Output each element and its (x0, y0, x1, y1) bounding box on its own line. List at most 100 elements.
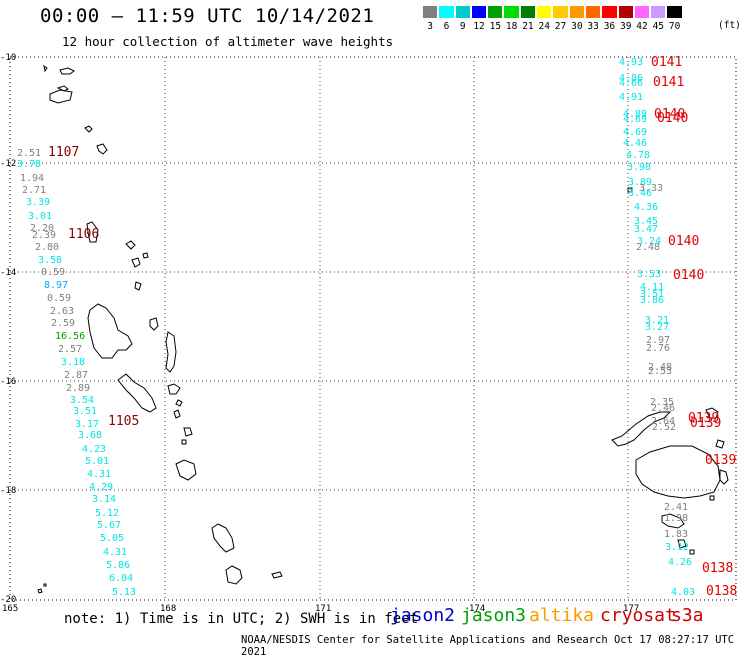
satellite-legend-item: altika (529, 605, 595, 626)
wave-height-label: 2.89 (66, 383, 90, 394)
wave-height-label: 8.97 (44, 280, 68, 291)
wave-height-label: 2.97 (646, 335, 670, 346)
coastline-island-6 (125, 240, 149, 291)
wave-height-label: 2.39 (32, 230, 56, 241)
legend-swatch (503, 5, 520, 19)
legend-swatch (454, 5, 471, 19)
legend-label: 70 (668, 21, 681, 32)
wave-height-label: 4.36 (634, 202, 658, 213)
coastlines (37, 64, 729, 594)
legend-unit: (ft) (718, 20, 740, 31)
wave-height-label: 3.33 (639, 183, 663, 194)
wave-height-label: 6.04 (109, 573, 133, 584)
wave-height-label: 4.29 (89, 482, 113, 493)
legend-swatch (470, 5, 488, 19)
legend-label: 12 (473, 21, 485, 32)
pass-time-label: 0139 (690, 416, 721, 431)
lat-tick-label: -20 (0, 595, 16, 605)
wave-height-label: 2.80 (35, 242, 59, 253)
lat-tick-label: -18 (0, 486, 16, 496)
wave-height-label: 0.59 (47, 293, 71, 304)
wave-height-label: 2.71 (22, 185, 46, 196)
wave-height-label: 4.31 (87, 469, 111, 480)
wave-height-label: 3.68 (78, 430, 102, 441)
footer-note: note: 1) Time is in UTC; 2) SWH is in fe… (64, 611, 419, 627)
pass-time-label: 1107 (48, 145, 79, 160)
pass-time-label: 0140 (668, 234, 699, 249)
lat-tick-label: -12 (0, 159, 16, 169)
legend-swatch (536, 5, 553, 19)
coastline-sw-islets (37, 583, 47, 594)
lat-tick-label: -16 (0, 377, 16, 387)
wave-height-label: 2.53 (648, 366, 672, 377)
satellite-legend-item: cryosat (600, 605, 676, 626)
wave-height-label: 4.91 (619, 92, 643, 103)
wave-height-label: 3.46 (628, 188, 652, 199)
coastline-island-1 (59, 67, 75, 75)
wave-height-label: 4.23 (82, 444, 106, 455)
legend-label: 15 (489, 21, 502, 32)
legend-label: 24 (538, 21, 550, 32)
wave-height-label: 3.58 (38, 255, 62, 266)
satellite-legend-item: jason3 (461, 605, 527, 626)
pass-time-label: 1106 (68, 227, 99, 242)
wave-height-label: 2.52 (652, 422, 676, 433)
wave-height-label: 3.21 (645, 315, 669, 326)
wave-height-label: 4.93 (619, 57, 643, 68)
lon-tick-label: 165 (2, 604, 18, 614)
wave-height-label: 3.45 (634, 216, 658, 227)
legend-swatch (487, 5, 504, 19)
legend-swatch (650, 5, 667, 19)
wave-height-label: 2.48 (636, 242, 660, 253)
coastline-aneityum (271, 571, 283, 579)
pass-time-label: 1105 (108, 414, 139, 429)
wave-height-label: 5.01 (85, 456, 109, 467)
wave-height-label: 3.53 (637, 269, 661, 280)
wave-height-label: 1.83 (664, 529, 688, 540)
wave-height-label: 3.24 (637, 236, 661, 247)
wave-height-label: 3.01 (28, 211, 52, 222)
legend-label: 27 (554, 21, 567, 32)
coastline-island-5 (86, 221, 99, 243)
coastline-tanna (225, 565, 243, 585)
satellite-legend-item: jason2 (390, 605, 456, 626)
wave-height-label: 4.86 (619, 73, 643, 84)
lon-tick-label: 171 (315, 604, 331, 614)
wave-height-label: 1.98 (664, 513, 688, 524)
map-frame (9, 56, 737, 601)
coastline-island-2 (49, 85, 73, 104)
lon-tick-label: 168 (160, 604, 176, 614)
legend-label: 6 (443, 21, 450, 32)
wave-height-label: 3.27 (645, 322, 669, 333)
footer-credit: NOAA/NESDIS Center for Satellite Applica… (241, 634, 735, 658)
legend-label: 3 (427, 21, 434, 32)
legend-swatch (601, 5, 618, 19)
wave-height-label: 4.26 (668, 557, 692, 568)
coastline-malekula (117, 373, 157, 413)
wave-height-label: 3.51 (73, 406, 97, 417)
wave-height-label: 5.12 (95, 508, 119, 519)
legend-label: 42 (636, 21, 648, 32)
wave-height-label: 0.59 (41, 267, 65, 278)
pass-time-label: 0138 (702, 561, 733, 576)
lat-tick-label: -14 (0, 268, 16, 278)
map-title: 00:00 – 11:59 UTC 10/14/2021 (40, 5, 375, 27)
wave-height-label: 2.63 (50, 306, 74, 317)
lon-tick-label: 174 (469, 604, 485, 614)
wave-height-label: 3.39 (26, 197, 50, 208)
pass-time-label: 0140 (657, 111, 688, 126)
color-legend-labels: 3 6 9 12 15 18 21 24 27 30 33 36 39 42 45 70 (422, 21, 683, 32)
legend-label: 9 (459, 21, 466, 32)
map-grid: 165 168 171 174 177 -10 -12 -14 -16 -18 -20 (0, 53, 737, 614)
coastline-efate (175, 459, 197, 481)
wave-height-label: 16.56 (55, 331, 85, 342)
wave-height-label: 3.89 (628, 177, 652, 188)
legend-swatch (584, 5, 602, 19)
coastline-fiji-south (661, 513, 695, 555)
coastline-fiji-viti-levu (635, 445, 721, 499)
legend-swatch (519, 5, 537, 19)
wave-height-label: 2.87 (64, 370, 88, 381)
wave-height-label: 3.14 (92, 494, 116, 505)
wave-height-label: 4.69 (623, 114, 647, 125)
